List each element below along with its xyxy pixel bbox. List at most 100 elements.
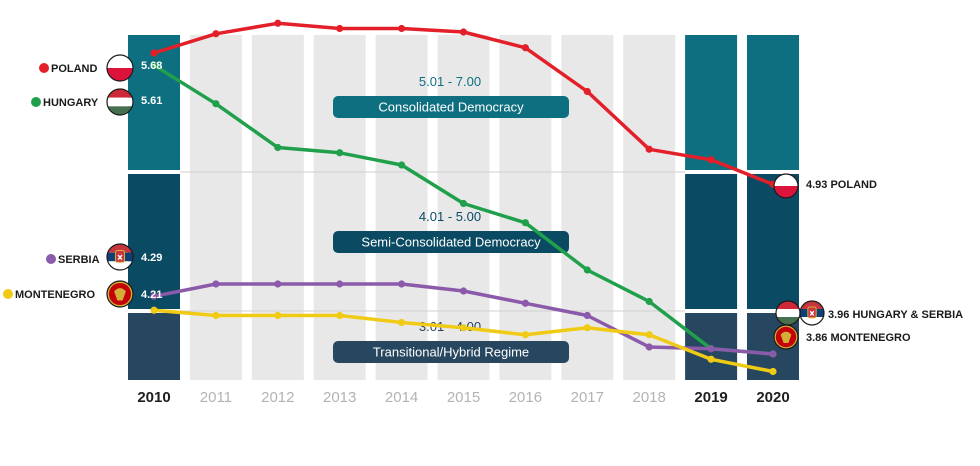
serbia-flag-icon	[106, 243, 134, 271]
band-range-2: 4.01 - 5.00	[419, 209, 481, 224]
hungary-point-2013	[336, 149, 344, 157]
series-points	[150, 19, 777, 376]
poland-point-2013	[336, 24, 344, 33]
band-label-2: Semi-Consolidated Democracy	[361, 235, 541, 250]
hungary-point-2014	[398, 161, 406, 169]
band-label-3: Transitional/Hybrid Regime	[373, 345, 529, 360]
band-range-1: 5.01 - 7.00	[419, 74, 481, 89]
x-axis-ticks: 2010 2011 2012 2013 2014 2015 2016 2017 2018 2019…	[137, 389, 789, 406]
serbia-point-2018	[645, 343, 653, 351]
montenegro-point-2014	[398, 318, 406, 327]
x-tick-2018: 2018	[633, 389, 666, 406]
montenegro-point-2013	[336, 311, 344, 320]
x-tick-2020: 2020	[756, 389, 789, 406]
series-labels: POLAND 5.68 HUNGARY 5.61 SERBIA 4.29 MONTENEGR…	[3, 54, 963, 350]
montenegro-legend-dot	[3, 289, 13, 299]
hungary-flag-icon	[775, 300, 801, 326]
column-2010-band-1	[128, 35, 180, 170]
column-2016	[499, 35, 552, 380]
serbia-point-2020	[769, 350, 777, 358]
poland-start-value: 5.68	[141, 60, 162, 72]
poland-flag-icon	[773, 173, 799, 199]
x-tick-2014: 2014	[385, 389, 418, 406]
hungary-point-2016	[521, 219, 530, 227]
serbia-point-2012	[274, 280, 282, 288]
serbia-point-2011	[212, 280, 220, 288]
poland-point-2017	[583, 87, 591, 96]
column-2018	[623, 35, 676, 380]
poland-point-2011	[212, 30, 220, 38]
serbia-point-2015	[459, 287, 468, 295]
hungary-point-2012	[274, 143, 282, 152]
hungary-point-2017	[583, 266, 591, 274]
montenegro-point-2020	[769, 367, 777, 376]
year-columns	[128, 35, 799, 380]
poland-point-2010	[150, 49, 158, 57]
poland-legend-label: POLAND	[51, 63, 98, 75]
montenegro-flag-icon	[773, 324, 799, 350]
poland-legend-dot	[39, 63, 49, 73]
band-pill-1	[333, 96, 569, 118]
serbia-point-2010	[150, 292, 158, 300]
column-2010-band-3	[128, 313, 180, 380]
band-pill-2	[333, 231, 569, 253]
x-tick-2019: 2019	[694, 389, 727, 406]
hungary-end-label: 3.96 HUNGARY & SERBIA	[828, 309, 963, 321]
poland-point-2018	[645, 145, 653, 153]
serbia-legend-dot	[46, 254, 56, 264]
montenegro-point-2019	[707, 355, 715, 363]
montenegro-point-2016	[521, 331, 530, 339]
serbia-point-2016	[521, 299, 530, 307]
band-dividers	[180, 171, 686, 312]
band-pill-3	[333, 341, 569, 363]
column-2013	[313, 35, 366, 380]
poland-point-2019	[707, 156, 715, 164]
column-2019-band-1	[685, 35, 738, 170]
x-tick-2010: 2010	[137, 389, 170, 406]
serbia-point-2013	[336, 280, 344, 288]
montenegro-point-2015	[459, 324, 468, 332]
montenegro-start-value: 4.21	[141, 289, 162, 301]
hungary-legend-dot	[31, 97, 41, 107]
x-tick-2012: 2012	[261, 389, 294, 406]
poland-point-2016	[521, 44, 530, 52]
column-2011	[189, 35, 242, 380]
column-2010-band-2	[128, 174, 180, 309]
x-tick-2016: 2016	[509, 389, 542, 406]
column-2020-band-1	[747, 35, 799, 170]
serbia-point-2014	[398, 280, 406, 288]
x-tick-2013: 2013	[323, 389, 356, 406]
poland-point-2015	[459, 28, 468, 36]
poland-point-2014	[398, 24, 406, 33]
serbia-start-value: 4.29	[141, 252, 162, 264]
montenegro-point-2017	[583, 324, 591, 332]
band-label-1: Consolidated Democracy	[378, 100, 524, 115]
montenegro-flag-icon	[106, 280, 134, 308]
montenegro-legend-label: MONTENEGRO	[15, 289, 96, 301]
montenegro-point-2018	[645, 331, 653, 339]
montenegro-point-2010	[150, 306, 158, 314]
serbia-point-2017	[583, 311, 591, 320]
poland-point-2012	[274, 19, 282, 27]
hungary-point-2018	[645, 297, 653, 306]
poland-flag-icon	[106, 54, 134, 82]
band-labels: 5.01 - 7.00 Consolidated Democracy 4.01 - …	[333, 74, 569, 363]
montenegro-end-label: 3.86 MONTENEGRO	[806, 332, 911, 344]
hungary-point-2011	[212, 100, 220, 108]
hungary-point-2010	[150, 61, 158, 69]
hungary-legend-label: HUNGARY	[43, 97, 99, 109]
serbia-point-2019	[707, 345, 715, 353]
montenegro-point-2011	[212, 311, 220, 320]
column-2012	[251, 35, 304, 380]
serbia-flag-icon	[799, 300, 825, 326]
hungary-start-value: 5.61	[141, 95, 162, 107]
montenegro-point-2012	[274, 311, 282, 320]
x-tick-2015: 2015	[447, 389, 480, 406]
hungary-point-2015	[459, 199, 468, 208]
poland-end-label: 4.93 POLAND	[806, 179, 877, 191]
serbia-legend-label: SERBIA	[58, 254, 100, 266]
column-2019-band-2	[685, 174, 738, 309]
hungary-flag-icon	[106, 88, 134, 116]
x-tick-2017: 2017	[571, 389, 604, 406]
